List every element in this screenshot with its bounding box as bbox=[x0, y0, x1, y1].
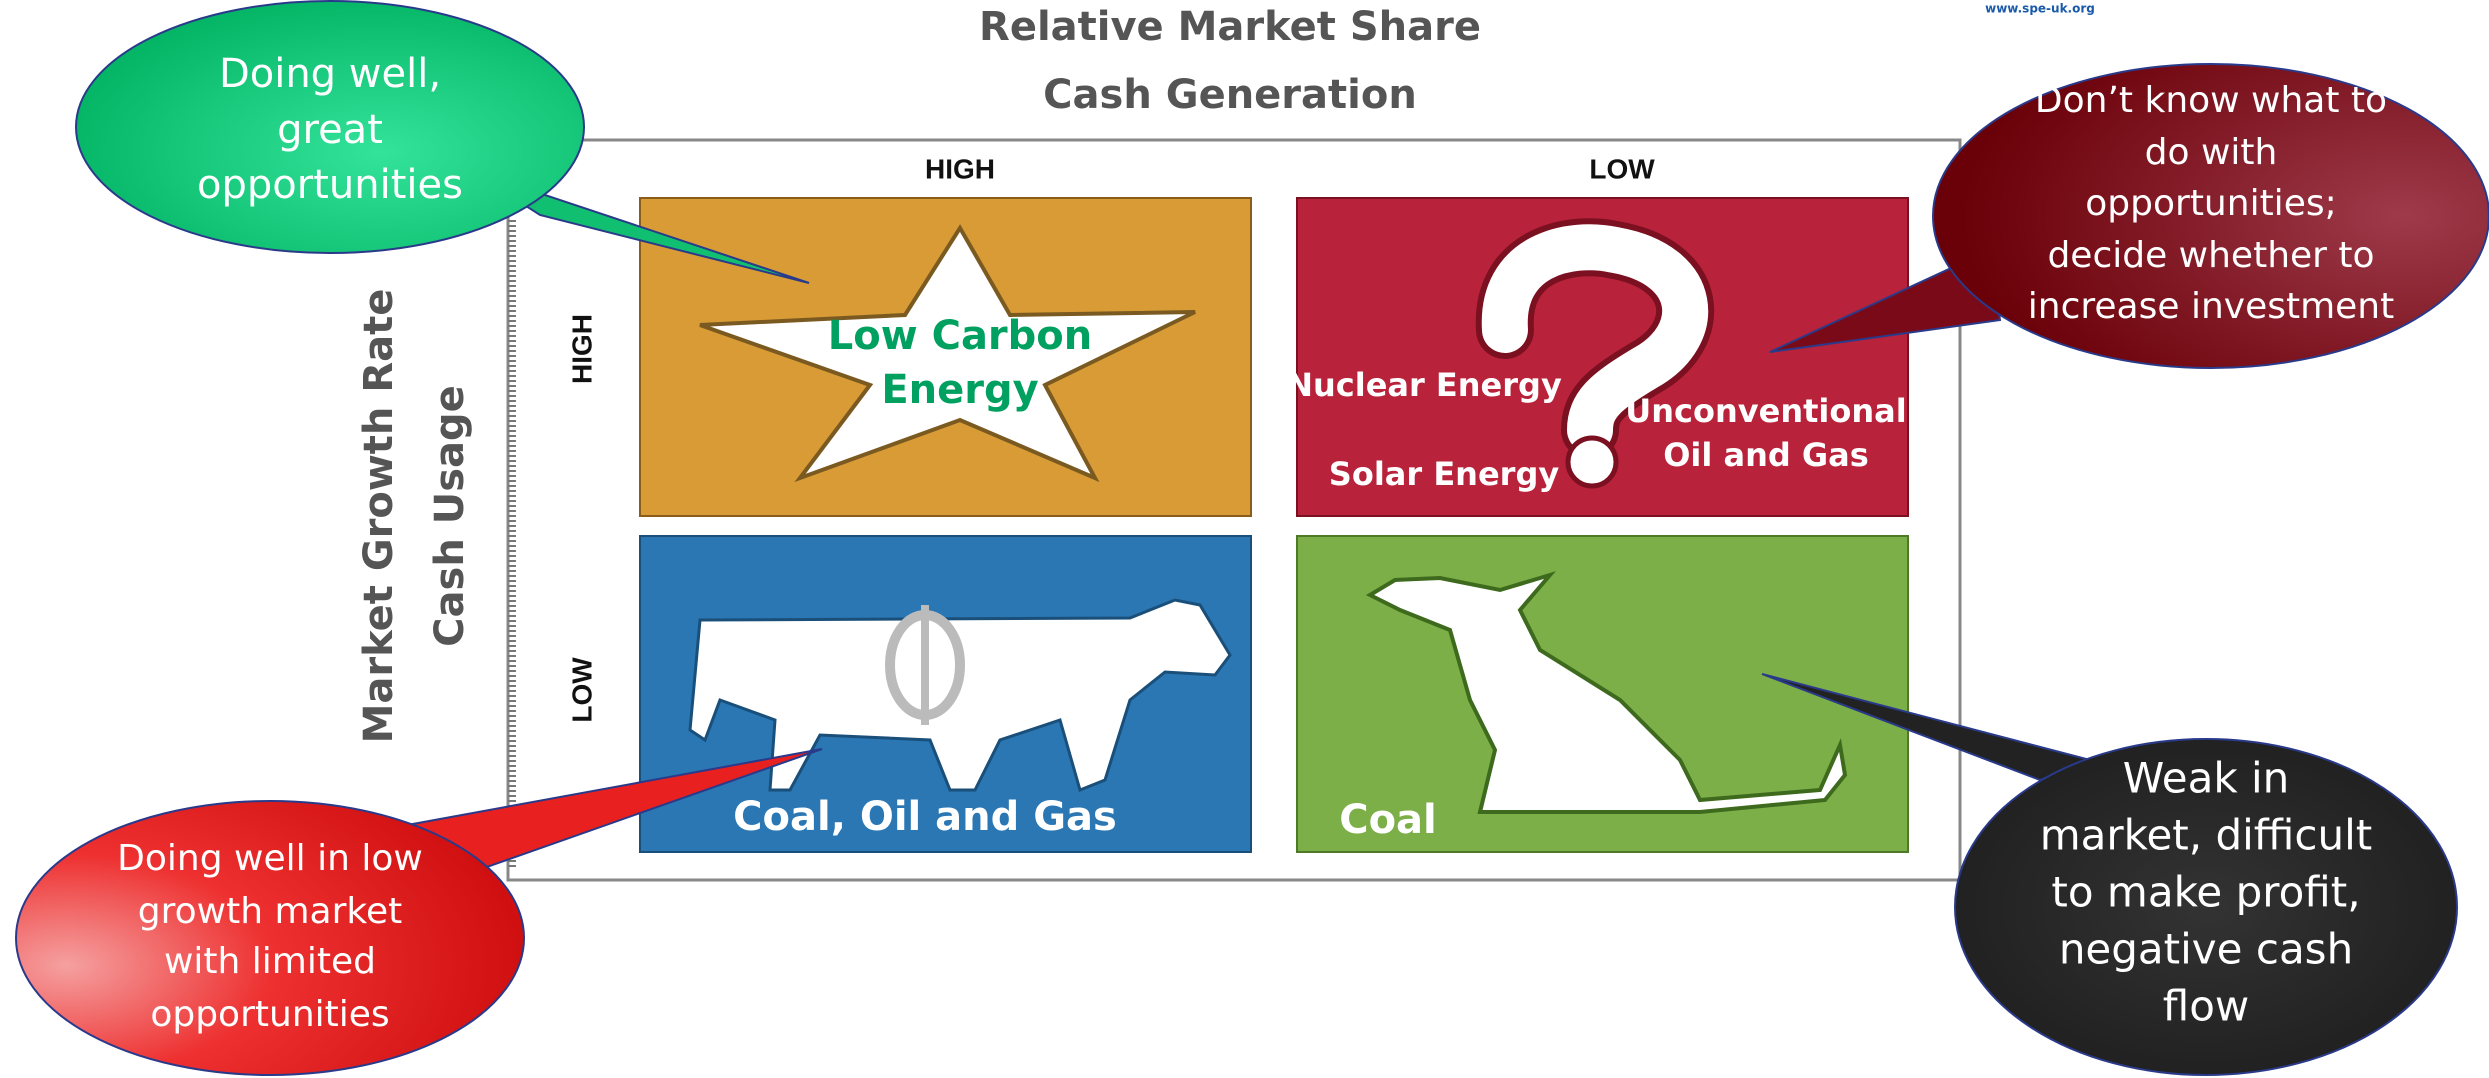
callout-text: opportunities; bbox=[2085, 183, 2336, 224]
question-dot bbox=[1568, 438, 1616, 486]
bcg-matrix: www.spe-uk.org Relative Market Share Cas… bbox=[0, 0, 2489, 1078]
callout-text: Doing well in low bbox=[117, 838, 423, 879]
callout-text: negative cash bbox=[2059, 925, 2353, 974]
callout-text: increase investment bbox=[2028, 286, 2394, 327]
callout-text: great bbox=[277, 107, 383, 153]
row-label: HIGH bbox=[566, 314, 597, 384]
callout-text: opportunities bbox=[197, 162, 463, 208]
callout-text: market, difficult bbox=[2040, 811, 2373, 860]
quadrant-label: Coal, Oil and Gas bbox=[733, 794, 1117, 840]
header-title: Relative Market Share bbox=[979, 4, 1481, 50]
callout-text: to make profit, bbox=[2051, 868, 2360, 917]
callout-text: opportunities bbox=[150, 994, 389, 1035]
quadrant-label: Coal bbox=[1339, 797, 1437, 843]
quadrant-label: Unconventional bbox=[1625, 392, 1906, 430]
quadrant-label: Solar Energy bbox=[1329, 455, 1560, 493]
callout-text: do with bbox=[2145, 132, 2278, 173]
column-label: HIGH bbox=[925, 153, 995, 184]
row-label: LOW bbox=[566, 657, 597, 723]
callout-text: Weak in bbox=[2123, 754, 2290, 803]
side-axis-subtitle: Cash Usage bbox=[427, 385, 473, 647]
side-axis-title: Market Growth Rate bbox=[356, 289, 402, 744]
quadrant-label: Nuclear Energy bbox=[1286, 366, 1562, 404]
callout-text: decide whether to bbox=[2047, 235, 2374, 276]
column-label: LOW bbox=[1589, 153, 1655, 184]
header-subtitle: Cash Generation bbox=[1043, 72, 1417, 118]
quadrant-label: Oil and Gas bbox=[1663, 436, 1869, 474]
callout-text: with limited bbox=[164, 941, 376, 982]
callout-text: flow bbox=[2163, 982, 2250, 1031]
callout-text: Don’t know what to bbox=[2035, 80, 2387, 121]
quadrant-label: Low Carbon bbox=[828, 313, 1093, 359]
source-url: www.spe-uk.org bbox=[1985, 2, 2095, 16]
callout-text: Doing well, bbox=[219, 51, 441, 97]
quadrant-label: Energy bbox=[881, 367, 1038, 413]
callout-text: growth market bbox=[138, 891, 402, 932]
